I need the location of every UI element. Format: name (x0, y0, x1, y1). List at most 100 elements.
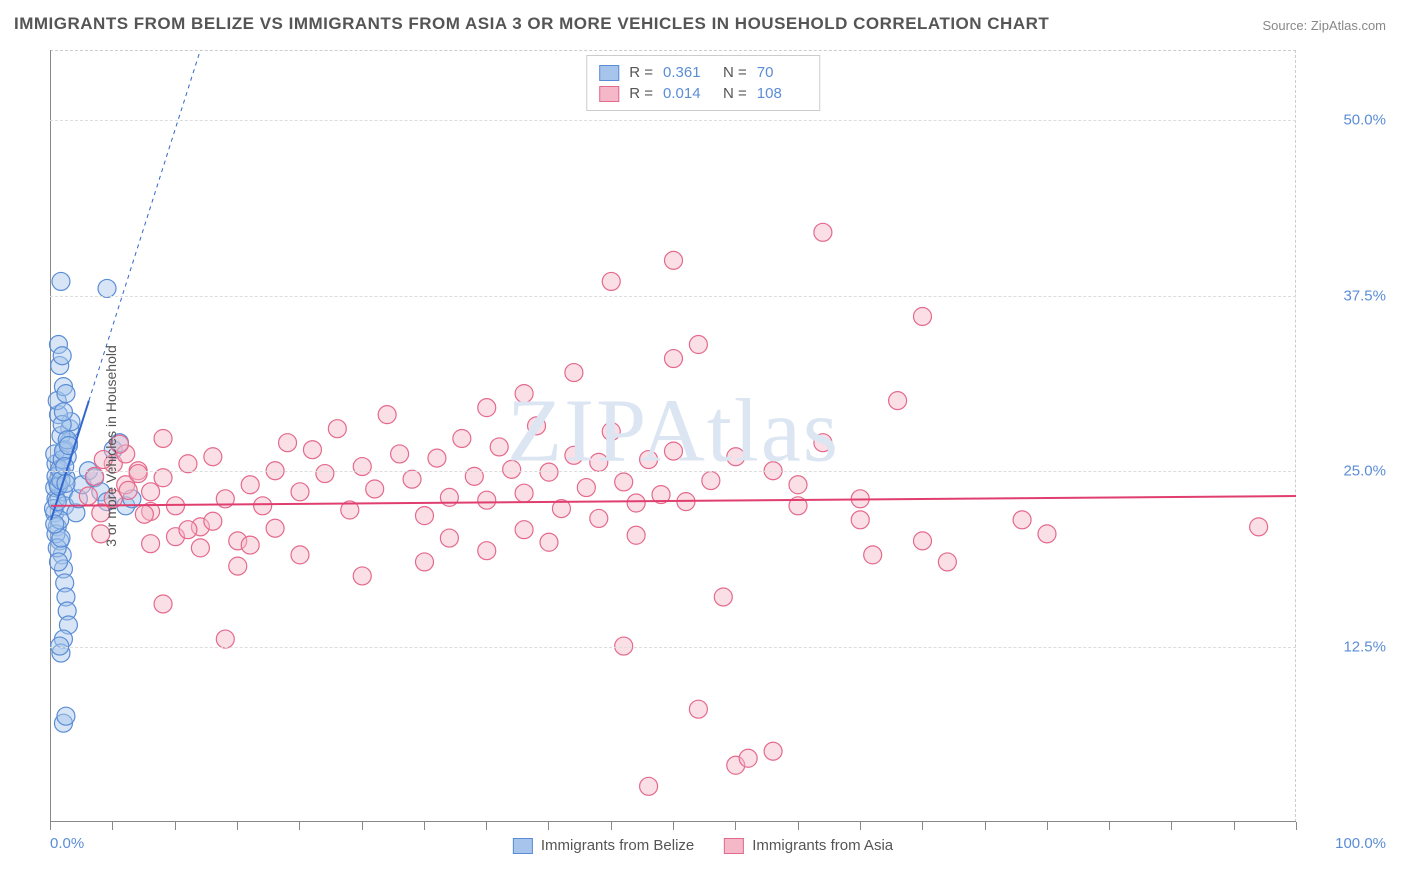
x-tick (1296, 822, 1297, 830)
y-tick-label: 37.5% (1343, 287, 1386, 304)
data-point (416, 553, 434, 571)
data-point (279, 434, 297, 452)
x-tick (611, 822, 612, 830)
x-tick (548, 822, 549, 830)
x-tick (735, 822, 736, 830)
x-axis-ticks (50, 822, 1296, 830)
legend-item-belize: Immigrants from Belize (513, 837, 694, 854)
x-tick (1234, 822, 1235, 830)
x-tick (175, 822, 176, 830)
data-point (515, 521, 533, 539)
data-point (79, 487, 97, 505)
data-point (1250, 518, 1268, 536)
data-point (938, 553, 956, 571)
x-tick (1171, 822, 1172, 830)
x-axis-min-label: 0.0% (50, 835, 84, 852)
data-point (664, 442, 682, 460)
data-point (478, 491, 496, 509)
swatch-belize (513, 838, 533, 854)
data-point (913, 307, 931, 325)
data-point (540, 463, 558, 481)
data-point (57, 385, 75, 403)
data-point (191, 539, 209, 557)
x-tick (1109, 822, 1110, 830)
data-point (303, 441, 321, 459)
data-point (428, 449, 446, 467)
data-point (135, 505, 153, 523)
data-point (440, 529, 458, 547)
swatch-belize (599, 65, 619, 81)
data-point (602, 272, 620, 290)
data-point (416, 507, 434, 525)
stats-row-asia: R = 0.014 N = 108 (599, 83, 807, 104)
data-point (640, 777, 658, 795)
data-point (291, 483, 309, 501)
data-point (291, 546, 309, 564)
data-point (241, 536, 259, 554)
x-tick (922, 822, 923, 830)
data-point (129, 465, 147, 483)
data-point (465, 467, 483, 485)
data-point (453, 429, 471, 447)
data-point (627, 494, 645, 512)
data-point (590, 509, 608, 527)
data-point (46, 515, 64, 533)
scatter-plot-svg (51, 50, 1296, 821)
data-point (316, 465, 334, 483)
data-point (119, 481, 137, 499)
x-tick (112, 822, 113, 830)
x-axis-max-label: 100.0% (1335, 835, 1386, 852)
x-tick (237, 822, 238, 830)
data-point (577, 479, 595, 497)
legend-label: Immigrants from Belize (541, 837, 694, 854)
data-point (86, 467, 104, 485)
gridline-h (50, 471, 1296, 472)
legend-item-asia: Immigrants from Asia (724, 837, 893, 854)
swatch-asia (724, 838, 744, 854)
data-point (851, 511, 869, 529)
data-point (503, 460, 521, 478)
x-tick (798, 822, 799, 830)
source-attribution: Source: ZipAtlas.com (1262, 18, 1386, 33)
data-point (789, 476, 807, 494)
data-point (353, 567, 371, 585)
data-point (378, 406, 396, 424)
data-point (266, 519, 284, 537)
data-point (764, 742, 782, 760)
data-point (254, 497, 272, 515)
data-point (391, 445, 409, 463)
data-point (179, 521, 197, 539)
data-point (57, 707, 75, 725)
data-point (52, 272, 70, 290)
r-value-asia: 0.014 (663, 85, 713, 102)
gridline-h (50, 647, 1296, 648)
data-point (53, 347, 71, 365)
data-point (204, 512, 222, 530)
data-point (403, 470, 421, 488)
data-point (664, 251, 682, 269)
data-point (204, 448, 222, 466)
y-tick-label: 50.0% (1343, 112, 1386, 129)
x-tick (1047, 822, 1048, 830)
data-point (241, 476, 259, 494)
data-point (739, 749, 757, 767)
data-point (154, 595, 172, 613)
data-point (702, 472, 720, 490)
data-point (179, 455, 197, 473)
data-point (490, 438, 508, 456)
legend-label: Immigrants from Asia (752, 837, 893, 854)
data-point (727, 448, 745, 466)
data-point (689, 336, 707, 354)
r-value-belize: 0.361 (663, 64, 713, 81)
data-point (714, 588, 732, 606)
x-tick (424, 822, 425, 830)
x-tick (362, 822, 363, 830)
x-tick (860, 822, 861, 830)
data-point (142, 483, 160, 501)
x-tick (673, 822, 674, 830)
stats-row-belize: R = 0.361 N = 70 (599, 62, 807, 83)
data-point (814, 223, 832, 241)
data-point (366, 480, 384, 498)
n-label: N = (723, 64, 747, 81)
y-tick-label: 25.0% (1343, 463, 1386, 480)
